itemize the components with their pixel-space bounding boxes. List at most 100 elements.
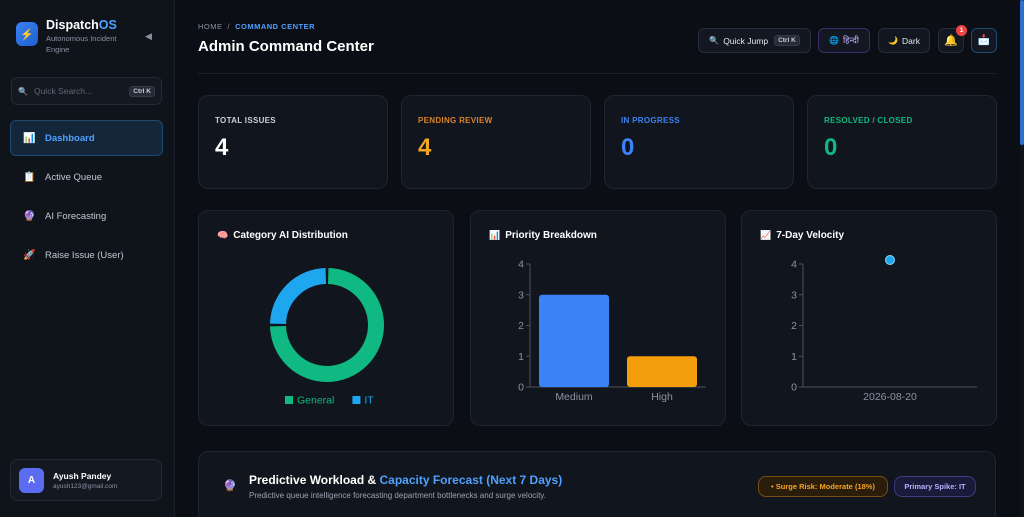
rocket-icon: 🚀 xyxy=(23,249,36,261)
stat-value: 0 xyxy=(824,134,838,161)
inbox-button[interactable]: 📩 xyxy=(971,28,997,53)
page-title: Admin Command Center xyxy=(198,38,374,55)
priority-bar-chart: 0 1 2 3 4 Medium High xyxy=(518,259,706,403)
donut-slice-general xyxy=(270,268,384,382)
bar-medium xyxy=(539,294,609,387)
brand[interactable]: ⚡ DispatchOS Autonomous Incident Engine xyxy=(16,18,136,55)
chart-icon: 📊 xyxy=(489,230,501,240)
stat-label: PENDING REVIEW xyxy=(418,116,493,125)
surge-risk-badge: • Surge Risk: Moderate (18%) xyxy=(758,476,888,497)
scrollbar[interactable] xyxy=(1020,0,1024,517)
breadcrumb-current: COMMAND CENTER xyxy=(235,22,316,31)
stat-card-in-progress: IN PROGRESS 0 xyxy=(604,95,794,189)
chart-icon: 📊 xyxy=(23,132,36,144)
sidebar-item-label: Active Queue xyxy=(45,171,103,183)
sidebar-item-dashboard[interactable]: 📊 Dashboard xyxy=(10,120,163,156)
y-tick-label: 2 xyxy=(518,320,524,332)
sidebar-search[interactable]: 🔍 Quick Search... Ctrl K xyxy=(11,77,162,105)
legend-label: General xyxy=(297,395,334,407)
language-label: हिन्दी xyxy=(842,35,860,45)
user-card[interactable]: A Ayush Pandey ayush123@gmail.com xyxy=(10,459,162,501)
y-tick-label: 1 xyxy=(518,351,524,363)
clipboard-icon: 📋 xyxy=(23,171,36,183)
sidebar-item-ai-forecasting[interactable]: 🔮 AI Forecasting xyxy=(10,198,163,234)
category-chart-title: 🧠 Category AI Distribution xyxy=(217,230,348,241)
bar-high xyxy=(627,356,697,387)
y-tick-label: 0 xyxy=(518,382,524,394)
category-distribution-card: 🧠 Category AI Distribution General IT xyxy=(198,210,454,426)
y-tick-label: 3 xyxy=(518,289,524,301)
search-icon: 🔍 xyxy=(18,86,28,96)
priority-breakdown-card: 📊 Priority Breakdown 0 1 2 3 4 Medium High xyxy=(470,210,726,426)
sidebar-item-active-queue[interactable]: 📋 Active Queue xyxy=(10,159,163,195)
sidebar-item-label: Raise Issue (User) xyxy=(45,249,124,261)
category-donut-chart: General IT xyxy=(270,268,384,407)
primary-spike-badge: Primary Spike: IT xyxy=(894,476,976,497)
moon-icon: 🌙 xyxy=(888,36,898,45)
quick-jump-shortcut: Ctrl K xyxy=(774,35,800,46)
sidebar-item-label: AI Forecasting xyxy=(45,210,107,222)
bell-icon: 🔔 xyxy=(944,35,958,47)
header-divider xyxy=(198,73,996,74)
legend-swatch xyxy=(285,396,293,404)
x-tick-label: 2026-08-20 xyxy=(863,391,917,403)
crystal-ball-icon: 🔮 xyxy=(223,480,237,492)
y-tick-label: 0 xyxy=(791,382,797,394)
stat-card-pending-review: PENDING REVIEW 4 xyxy=(401,95,591,189)
language-button[interactable]: 🌐 हिन्दी xyxy=(818,28,870,53)
sidebar-item-label: Dashboard xyxy=(45,132,95,144)
stat-label: IN PROGRESS xyxy=(621,116,680,125)
search-icon: 🔍 xyxy=(709,36,720,45)
crystal-ball-icon: 🔮 xyxy=(23,210,36,222)
stat-card-total-issues: TOTAL ISSUES 4 xyxy=(198,95,388,189)
stat-value: 0 xyxy=(621,134,635,161)
forecast-title: Predictive Workload & Capacity Forecast … xyxy=(249,473,563,487)
collapse-sidebar-icon[interactable]: ◀ xyxy=(145,31,152,41)
velocity-chart-title: 📈 7-Day Velocity xyxy=(760,230,845,241)
y-tick-label: 3 xyxy=(791,289,797,301)
user-email: ayush123@gmail.com xyxy=(53,482,118,490)
lightning-icon: ⚡ xyxy=(16,22,38,46)
y-tick-label: 1 xyxy=(791,351,797,363)
search-shortcut: Ctrl K xyxy=(129,85,155,97)
velocity-card: 📈 7-Day Velocity 0 1 2 3 4 2026-08-20 xyxy=(741,210,997,426)
theme-toggle-button[interactable]: 🌙 Dark xyxy=(878,28,930,53)
globe-icon: 🌐 xyxy=(828,36,839,45)
priority-chart-title: 📊 Priority Breakdown xyxy=(489,230,597,241)
theme-label: Dark xyxy=(902,35,920,46)
stat-value: 4 xyxy=(215,134,229,161)
breadcrumb: HOME / COMMAND CENTER xyxy=(198,22,315,31)
brand-subtitle: Autonomous Incident Engine xyxy=(46,34,117,54)
velocity-point xyxy=(885,255,895,265)
trend-up-icon: 📈 xyxy=(760,230,772,240)
breadcrumb-separator: / xyxy=(227,22,231,31)
brand-name: DispatchOS xyxy=(46,18,117,32)
brain-icon: 🧠 xyxy=(217,230,229,240)
x-tick-label: Medium xyxy=(555,391,593,403)
legend-label: IT xyxy=(364,395,374,407)
x-tick-label: High xyxy=(651,391,673,403)
quick-jump-button[interactable]: 🔍 Quick Jump Ctrl K xyxy=(698,28,811,53)
stat-value: 4 xyxy=(418,134,432,161)
legend-swatch xyxy=(352,396,361,404)
sidebar-item-raise-issue[interactable]: 🚀 Raise Issue (User) xyxy=(10,237,163,273)
sidebar-nav: 📊 Dashboard 📋 Active Queue 🔮 AI Forecast… xyxy=(10,120,163,276)
velocity-scatter-chart: 0 1 2 3 4 2026-08-20 xyxy=(791,255,977,403)
y-tick-label: 4 xyxy=(518,259,524,271)
notification-badge: 1 xyxy=(956,25,967,36)
stat-card-resolved: RESOLVED / CLOSED 0 xyxy=(807,95,997,189)
forecast-card: 🔮 Predictive Workload & Capacity Forecas… xyxy=(198,451,996,517)
donut-slice-it xyxy=(270,268,327,325)
notifications-button[interactable]: 🔔 1 xyxy=(938,25,967,53)
avatar: A xyxy=(19,467,44,493)
scrollbar-thumb[interactable] xyxy=(1020,0,1024,145)
sidebar: ⚡ DispatchOS Autonomous Incident Engine … xyxy=(0,0,175,517)
stat-label: TOTAL ISSUES xyxy=(215,116,276,125)
quick-jump-label: Quick Jump xyxy=(723,35,769,46)
y-tick-label: 2 xyxy=(791,320,797,332)
breadcrumb-home[interactable]: HOME xyxy=(198,22,223,31)
stat-label: RESOLVED / CLOSED xyxy=(824,116,913,125)
forecast-subtitle: Predictive queue intelligence forecastin… xyxy=(249,491,546,500)
y-tick-label: 4 xyxy=(791,259,797,271)
